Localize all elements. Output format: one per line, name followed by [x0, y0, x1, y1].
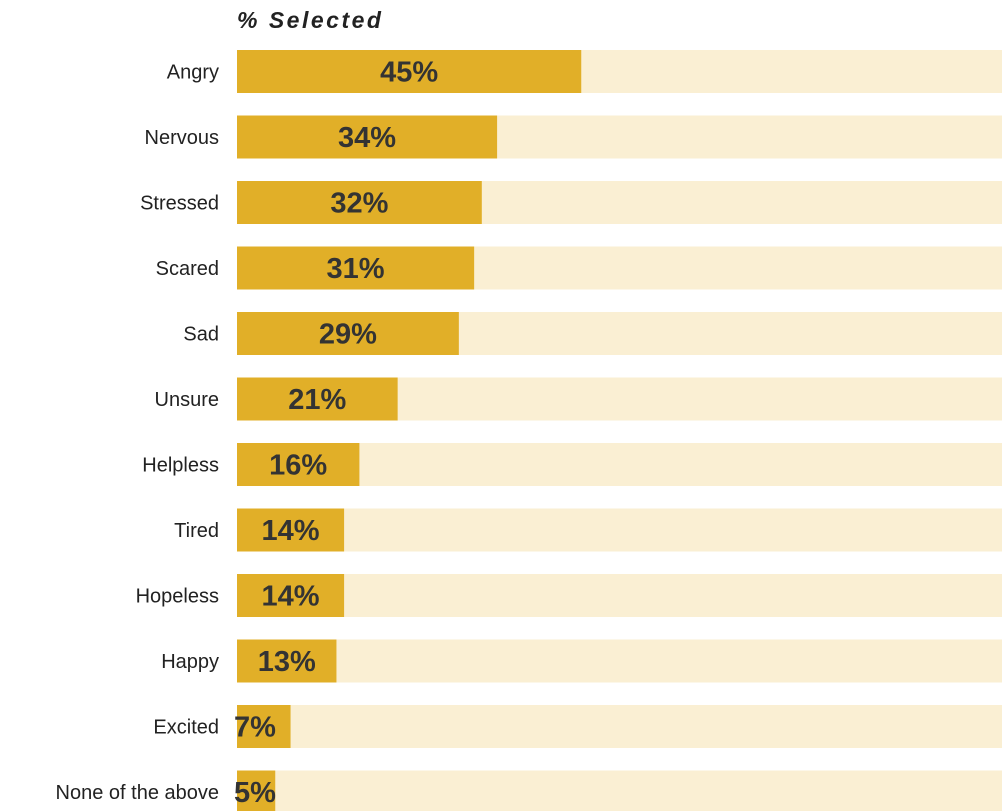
value-label-nervous: 34% [338, 122, 396, 154]
value-label-helpless: 16% [269, 450, 327, 482]
category-label-excited: Excited [153, 717, 219, 739]
category-label-happy: Happy [161, 651, 219, 673]
value-label-stressed: 32% [330, 188, 388, 220]
bars-group: Angry 45% Nervous 34% Stressed 32% Scared 31% Sa… [56, 50, 1002, 811]
bar-track-tired [237, 508, 1002, 552]
value-label-unsure: 21% [288, 384, 346, 416]
category-label-angry: Angry [167, 62, 219, 84]
bar-nervous [237, 115, 498, 159]
value-label-sad: 29% [319, 319, 377, 351]
category-label-stressed: Stressed [140, 193, 219, 215]
bar-track-excited [237, 705, 1002, 748]
value-label-scared: 31% [327, 253, 385, 285]
bar-stressed [237, 181, 482, 224]
category-label-helpless: Helpless [142, 455, 219, 477]
bar-track-hopeless [237, 574, 1002, 617]
category-label-none-of-the-above: None of the above [56, 782, 219, 804]
value-label-tired: 14% [262, 515, 320, 547]
bar-track-none-of-the-above [237, 770, 1002, 811]
bar-unsure [237, 377, 398, 421]
bar-excited [237, 705, 291, 748]
bar-happy [237, 639, 337, 683]
bar-helpless [237, 443, 360, 486]
category-label-nervous: Nervous [145, 127, 219, 149]
category-label-sad: Sad [183, 324, 219, 346]
value-label-angry: 45% [380, 57, 438, 89]
bar-sad [237, 312, 459, 355]
category-label-hopeless: Hopeless [136, 586, 219, 608]
bar-track-happy [237, 639, 1002, 683]
value-label-none-of-the-above: 5% [234, 777, 276, 809]
bar-tired [237, 508, 345, 552]
bar-track-helpless [237, 443, 1002, 486]
value-label-happy: 13% [258, 646, 316, 678]
bar-hopeless [237, 574, 345, 617]
chart-title: % Selected [237, 7, 383, 33]
category-label-tired: Tired [174, 520, 219, 542]
category-label-unsure: Unsure [155, 389, 219, 411]
value-label-excited: 7% [234, 712, 276, 744]
bar-none-of-the-above [237, 770, 276, 811]
bar-scared [237, 246, 475, 290]
bar-angry [237, 50, 582, 93]
value-label-hopeless: 14% [262, 581, 320, 613]
category-label-scared: Scared [156, 258, 219, 280]
